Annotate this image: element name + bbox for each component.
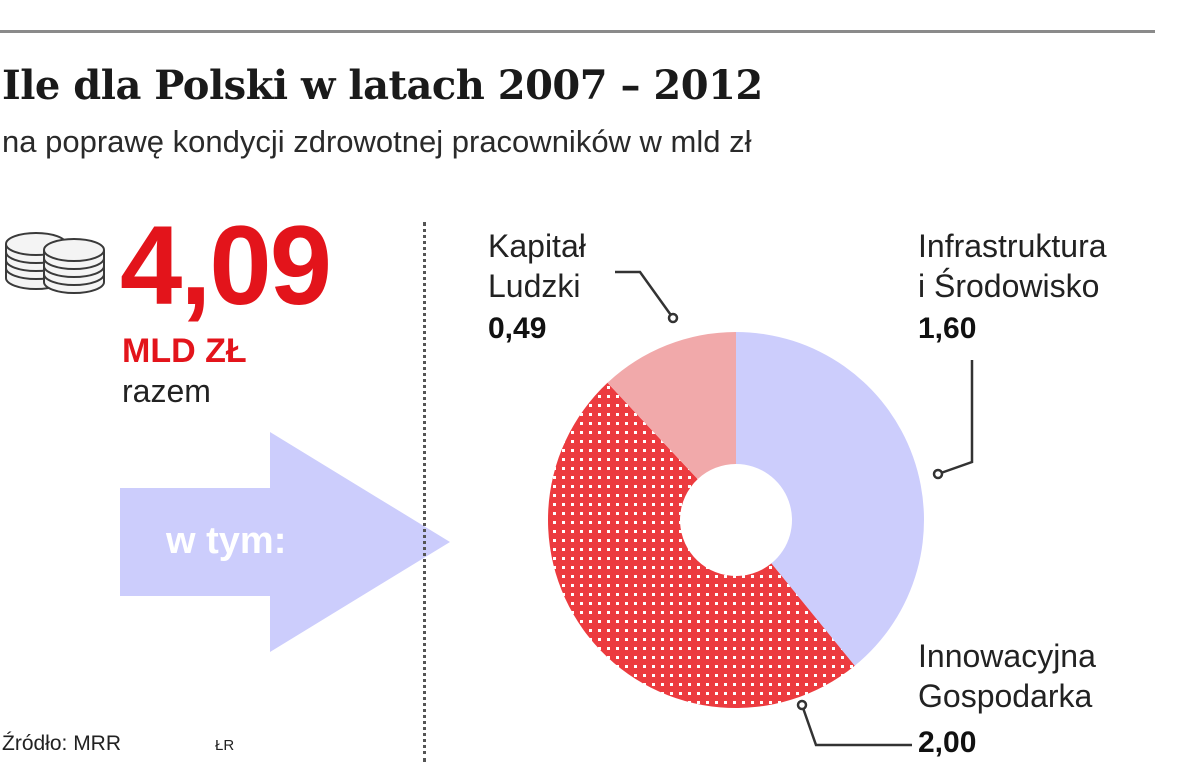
total-value: 4,09 xyxy=(120,203,332,328)
donut-slice-2 xyxy=(607,332,736,480)
total-unit: MLD ZŁ xyxy=(122,332,247,370)
coins-icon xyxy=(5,232,105,294)
top-rule xyxy=(0,30,1155,33)
leader-dot-kapital-ludzki xyxy=(667,312,679,324)
leader-line-infrastruktura xyxy=(937,360,974,476)
leader-line-kapital-ludzki xyxy=(615,270,675,319)
slice-label-innowacyjna: Innowacyjna Gospodarka xyxy=(918,638,1096,714)
slice-label-infrastruktura: Infrastruktura i Środowisko xyxy=(918,228,1107,304)
leader-dot-innowacyjna xyxy=(796,699,808,711)
slice-value-kapital-ludzki: 0,49 xyxy=(488,312,547,345)
donut-chart xyxy=(547,270,974,747)
arrow-label: w tym: xyxy=(166,520,287,562)
author-initials: ŁR xyxy=(215,737,235,754)
donut-slice-1 xyxy=(547,382,855,709)
leader-line-innowacyjna xyxy=(800,704,912,747)
slice-value-innowacyjna: 2,00 xyxy=(918,726,977,759)
chart-title: Ile dla Polski w latach 2007 – 2012 xyxy=(2,62,763,109)
divider xyxy=(423,222,426,762)
source-note: Źródło: MRR xyxy=(2,732,122,755)
leader-dot-infrastruktura xyxy=(932,468,944,480)
slice-value-infrastruktura: 1,60 xyxy=(918,312,977,345)
total-note: razem xyxy=(122,373,211,409)
donut-slice-0 xyxy=(736,332,924,666)
arrow-right-icon xyxy=(120,432,450,652)
chart-subtitle: na poprawę kondycji zdrowotnej pracownik… xyxy=(2,124,752,159)
slice-label-kapital-ludzki: Kapitał Ludzki xyxy=(488,228,586,304)
